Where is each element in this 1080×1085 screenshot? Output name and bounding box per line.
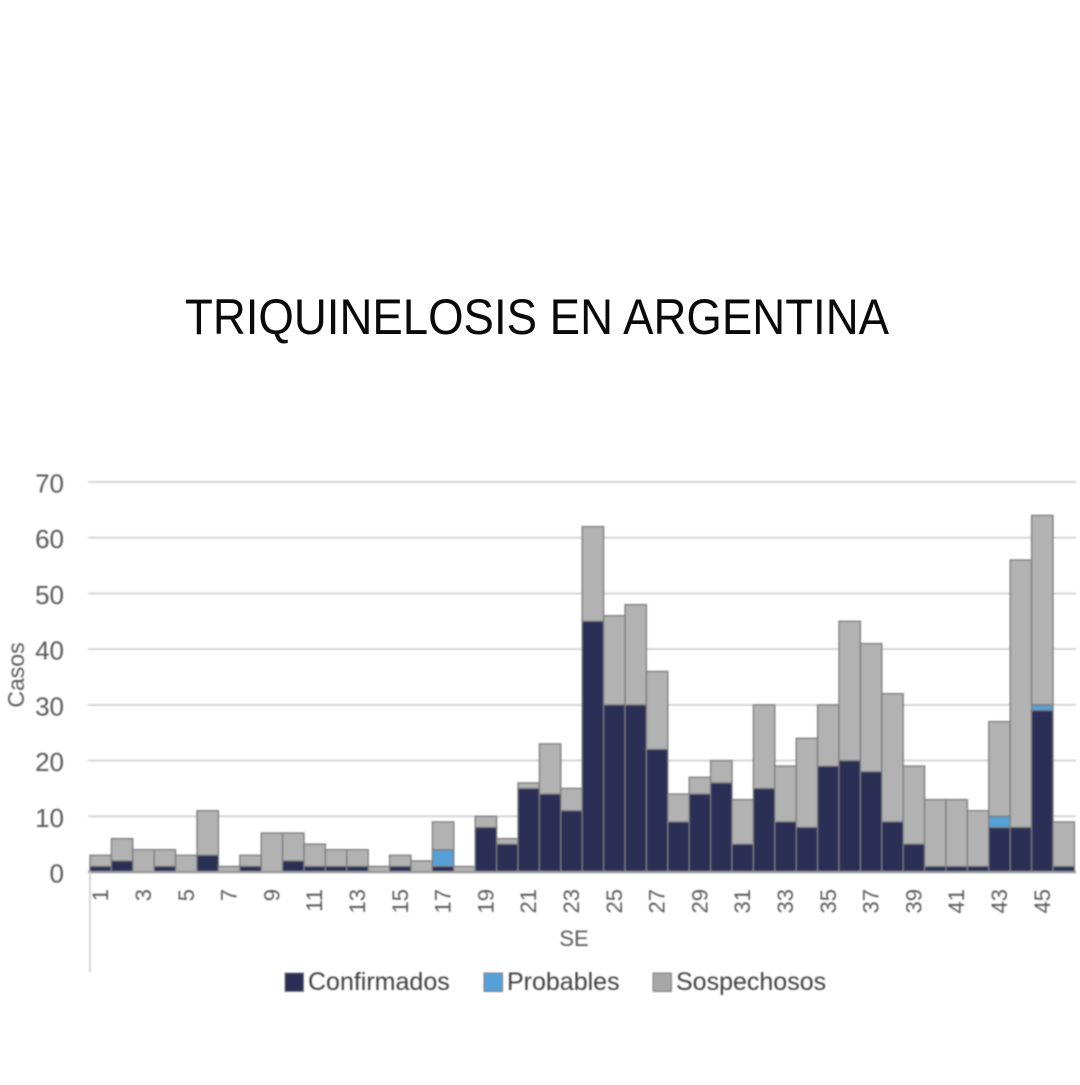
svg-text:31: 31	[730, 889, 755, 913]
svg-text:10: 10	[35, 803, 64, 833]
svg-text:11: 11	[302, 889, 327, 912]
svg-text:1: 1	[88, 889, 113, 901]
svg-text:70: 70	[35, 469, 64, 499]
svg-text:43: 43	[987, 889, 1012, 913]
svg-text:21: 21	[516, 889, 541, 913]
svg-text:5: 5	[174, 889, 199, 901]
svg-text:50: 50	[35, 580, 64, 610]
svg-text:25: 25	[602, 889, 627, 913]
svg-text:0: 0	[50, 859, 64, 889]
svg-text:60: 60	[35, 524, 64, 554]
svg-text:45: 45	[1030, 889, 1055, 913]
svg-text:41: 41	[944, 889, 969, 913]
svg-text:13: 13	[345, 889, 370, 913]
svg-text:Confirmados: Confirmados	[308, 968, 450, 996]
svg-text:37: 37	[859, 889, 884, 913]
svg-text:33: 33	[773, 889, 798, 913]
svg-text:40: 40	[35, 636, 64, 666]
svg-text:9: 9	[259, 889, 284, 901]
svg-text:15: 15	[388, 889, 413, 913]
svg-text:19: 19	[473, 889, 498, 913]
svg-text:29: 29	[687, 889, 712, 913]
svg-text:39: 39	[901, 889, 926, 913]
svg-text:SE: SE	[559, 926, 588, 951]
svg-text:7: 7	[217, 889, 242, 901]
svg-text:23: 23	[559, 889, 584, 913]
svg-text:Sospechosos: Sospechosos	[676, 968, 826, 996]
svg-text:35: 35	[816, 889, 841, 913]
svg-text:20: 20	[35, 747, 64, 777]
svg-text:3: 3	[131, 889, 156, 901]
svg-text:17: 17	[431, 889, 456, 913]
svg-text:Casos: Casos	[3, 642, 29, 707]
svg-text:27: 27	[645, 889, 670, 913]
svg-text:30: 30	[35, 691, 64, 721]
svg-text:Probables: Probables	[507, 968, 620, 996]
